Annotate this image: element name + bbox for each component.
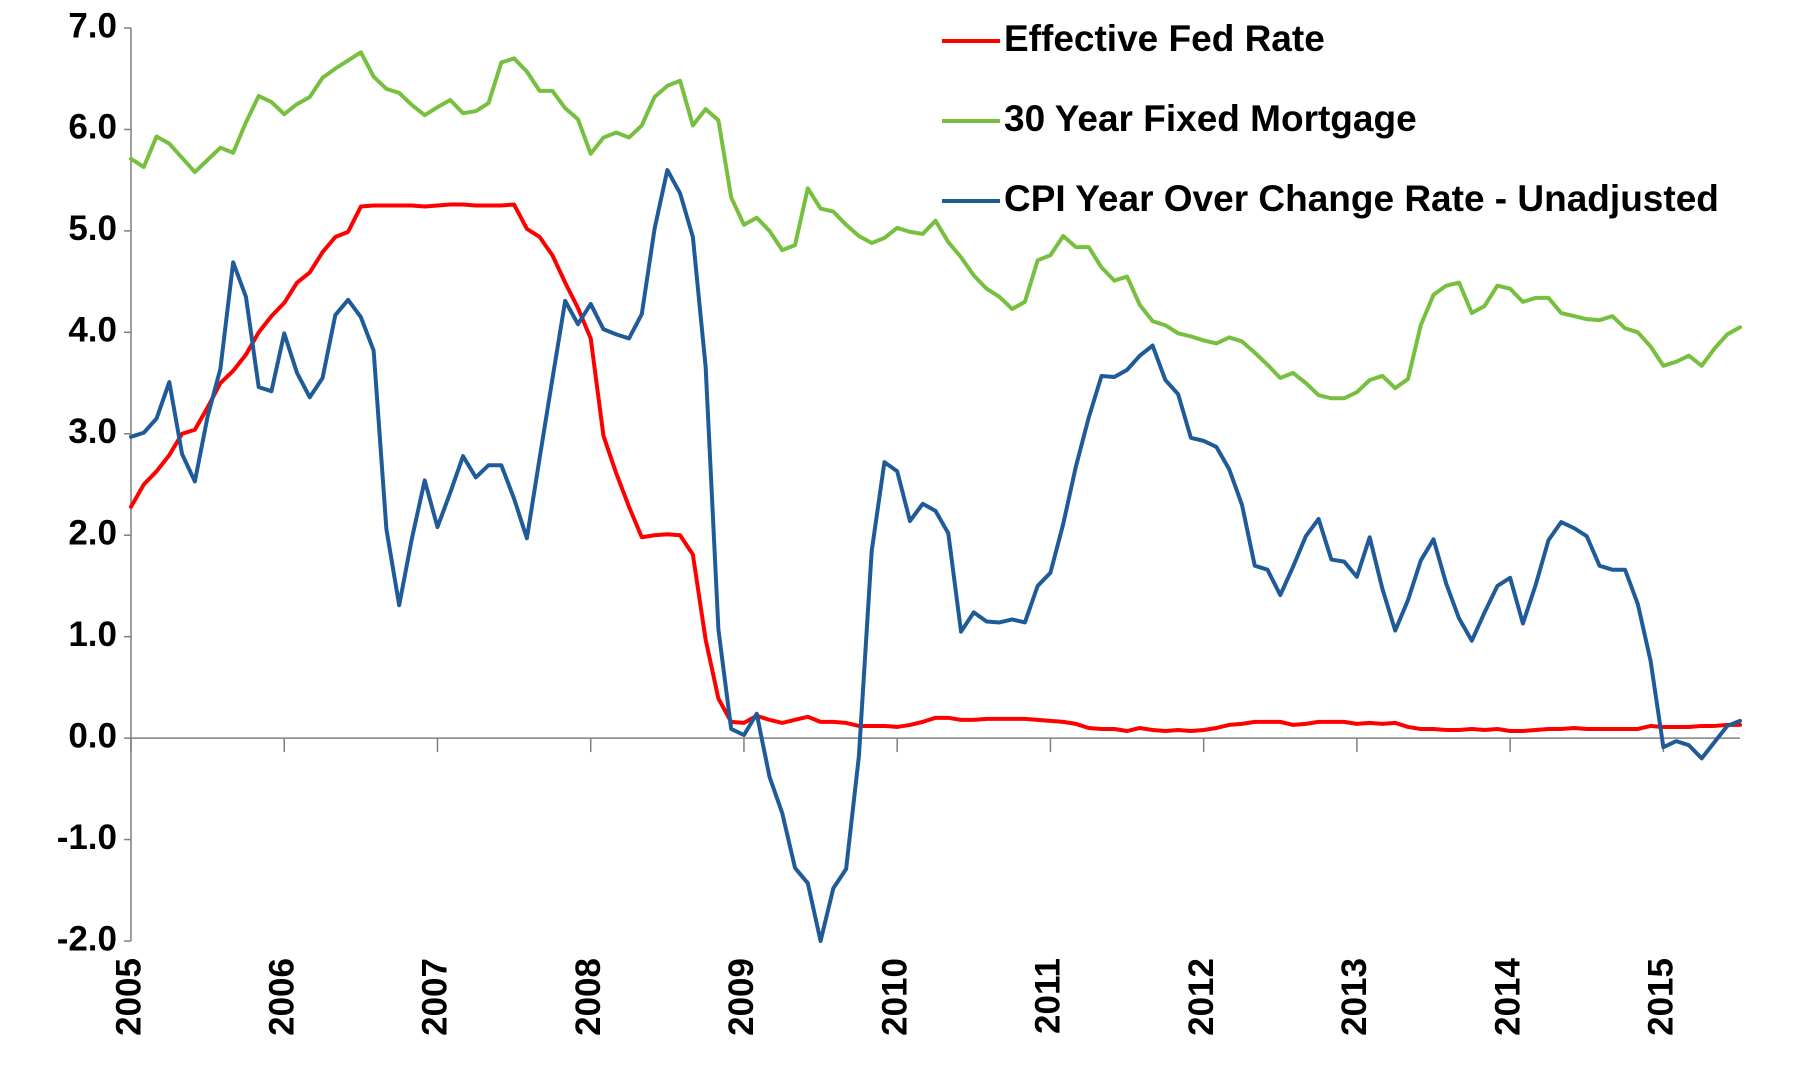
x-tick-label: 2008	[569, 958, 608, 1036]
x-tick-label: 2006	[262, 958, 301, 1036]
legend-label: 30 Year Fixed Mortgage	[1004, 98, 1417, 139]
y-tick-label: -2.0	[57, 919, 117, 958]
x-tick-label: 2015	[1642, 958, 1681, 1036]
y-tick-label: -1.0	[57, 818, 117, 857]
y-tick-label: 0.0	[68, 716, 117, 755]
y-tick-label: 6.0	[68, 108, 117, 147]
legend-label: CPI Year Over Change Rate - Unadjusted	[1004, 178, 1719, 219]
y-tick-label: 2.0	[68, 513, 117, 552]
series-line	[129, 50, 1742, 401]
y-tick-label: 7.0	[68, 6, 117, 45]
y-tick-label: 1.0	[68, 615, 117, 654]
x-tick-label: 2010	[875, 958, 914, 1036]
series-line	[129, 168, 1742, 943]
x-tick-label: 2013	[1335, 958, 1374, 1036]
legend-label: Effective Fed Rate	[1004, 18, 1325, 59]
x-tick-label: 2009	[722, 958, 761, 1036]
x-tick-label: 2014	[1488, 957, 1527, 1035]
y-tick-label: 4.0	[68, 311, 117, 350]
x-tick-label: 2011	[1029, 958, 1068, 1034]
x-tick-label: 2007	[416, 958, 455, 1036]
y-tick-label: 5.0	[68, 209, 117, 248]
x-tick-label: 2005	[109, 958, 148, 1036]
series-line	[129, 202, 1742, 734]
y-tick-label: 3.0	[68, 412, 117, 451]
x-tick-label: 2012	[1182, 958, 1221, 1036]
